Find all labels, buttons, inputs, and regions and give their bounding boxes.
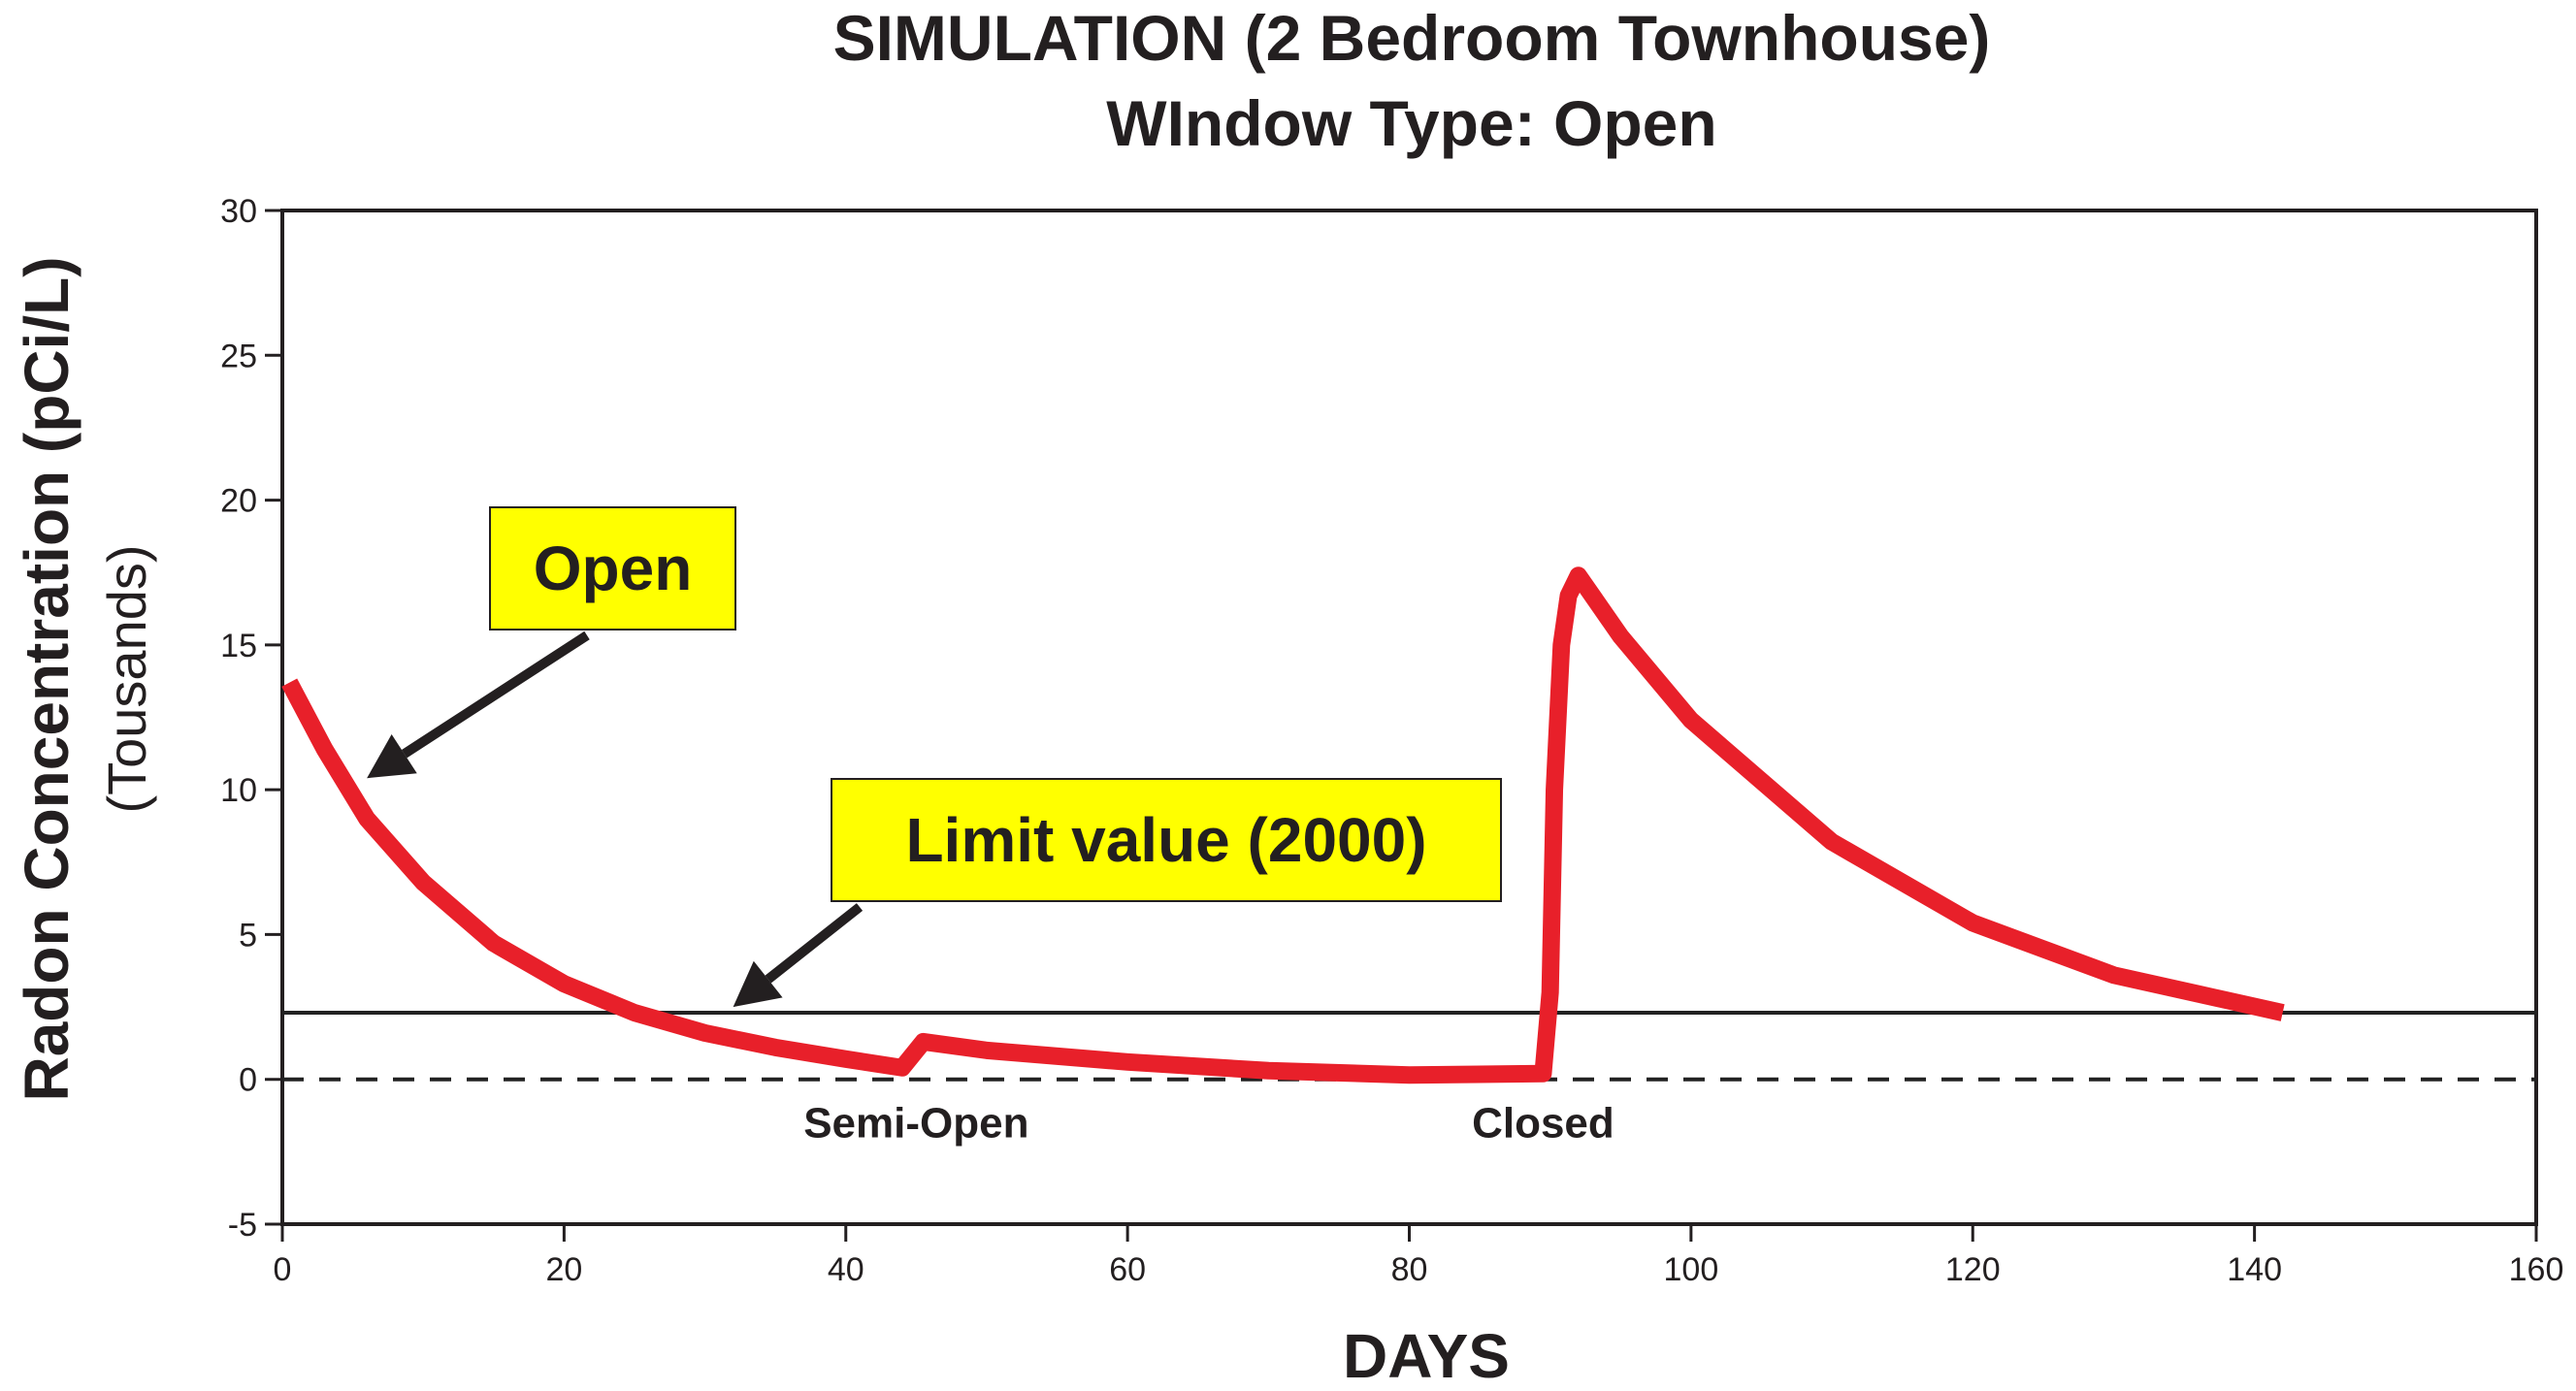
annotation-label-semi: Semi-Open: [803, 1099, 1028, 1147]
annotations: Open Limit value (2000) Semi-Open Closed: [367, 506, 1614, 1147]
y-tick-label: 0: [239, 1062, 257, 1099]
annotation-arrow-open: [401, 631, 590, 759]
annotation-arrow-limit: [765, 903, 864, 984]
radon-series-line: [281, 566, 2285, 1084]
x-tick-label: 20: [545, 1251, 582, 1288]
x-tick-label: 120: [1945, 1251, 2001, 1288]
annotation-arrowhead-open: [367, 734, 417, 779]
y-tick-label: 25: [220, 338, 257, 374]
y-tick-label: 5: [239, 917, 257, 954]
x-tick-label: 160: [2509, 1251, 2564, 1288]
x-axis-title: DAYS: [1343, 1321, 1510, 1391]
annotation-box-limit: [831, 778, 1502, 902]
annotation-box-open: [489, 506, 736, 631]
x-tick-label: 60: [1109, 1251, 1146, 1288]
annotation-label-closed: Closed: [1472, 1099, 1614, 1147]
y-tick-label: 15: [220, 628, 257, 664]
plot-area: -5 0 5 10 15 20 25 30 0 20 40 60 80 100 120 140 160: [220, 193, 2563, 1288]
y-tick-label: -5: [228, 1207, 257, 1244]
x-tick-label: 0: [274, 1251, 292, 1288]
annotation-label-limit: Limit value (2000): [905, 805, 1426, 875]
y-axis-subtitle: (Tousands): [96, 544, 157, 813]
y-tick-label: 10: [220, 772, 257, 809]
chart-title-line-1: SIMULATION (2 Bedroom Townhouse): [833, 2, 1991, 74]
x-tick-label: 40: [828, 1251, 864, 1288]
annotation-arrowhead-limit: [733, 960, 783, 1008]
y-tick-label: 20: [220, 483, 257, 520]
x-tick-label: 140: [2227, 1251, 2282, 1288]
chart-title-line-2: WIndow Type: Open: [1106, 87, 1716, 159]
x-tick-label: 100: [1664, 1251, 1719, 1288]
annotation-label-open: Open: [534, 534, 693, 603]
y-tick-label: 30: [220, 193, 257, 230]
y-axis-title: Radon Concentration (pCi/L): [12, 256, 82, 1101]
x-tick-label: 80: [1391, 1251, 1428, 1288]
